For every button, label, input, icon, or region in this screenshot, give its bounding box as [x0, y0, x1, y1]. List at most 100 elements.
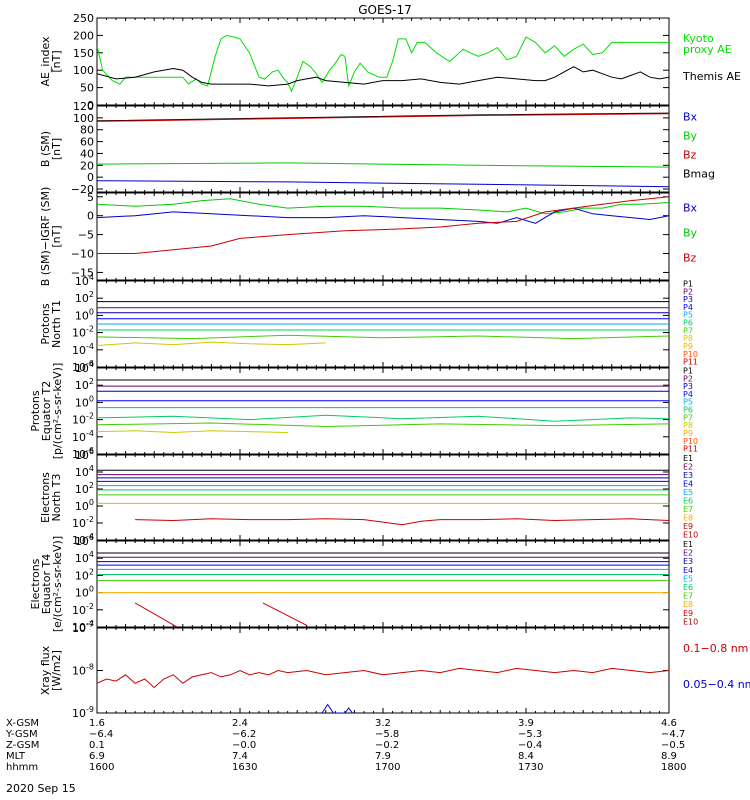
x-row-label: X-GSM [6, 718, 39, 729]
y-axis-title: [p/(cm²-s-sr-keV)] [51, 363, 64, 460]
legend-entry: E9 [683, 609, 693, 618]
legend-entry: P9 [683, 429, 693, 438]
series-p7 [97, 422, 669, 428]
x-row-label: hhmm [6, 762, 38, 773]
y-tick-label: 40 [80, 147, 94, 160]
x-tick-value: 3.9 [518, 718, 534, 729]
legend-entry: P10 [683, 350, 698, 359]
y-tick-label: 100 [75, 498, 94, 513]
x-tick-value: 1630 [232, 762, 257, 773]
legend-entry: E6 [683, 496, 693, 505]
legend-entry: P9 [683, 342, 693, 351]
legend-entry: P7 [683, 326, 693, 335]
series-0-05-0-4-nm [321, 703, 353, 713]
y-axis-title: [nT] [50, 225, 63, 247]
x-tick-value: −6.2 [232, 729, 256, 740]
series-bx [97, 180, 669, 188]
legend-entry: E8 [683, 600, 693, 609]
x-tick-value: 4.6 [661, 718, 677, 729]
legend-entry: E4 [683, 479, 693, 488]
x-tick-value: 0.1 [89, 740, 105, 751]
series-e9b [262, 602, 307, 626]
y-axis-title: AE_index [39, 36, 52, 87]
y-tick-label: 102 [75, 377, 94, 392]
y-tick-label: 200 [73, 29, 94, 42]
x-tick-value: 1730 [518, 762, 543, 773]
y-axis-title: Protons [29, 390, 42, 431]
legend-entry: E8 [683, 513, 693, 522]
legend-entry: E4 [683, 566, 693, 575]
x-tick-value: 1700 [375, 762, 400, 773]
y-tick-label: 100 [73, 64, 94, 77]
series-e9 [135, 518, 669, 526]
y-tick-label: 20 [80, 159, 94, 172]
legend-entry: P1 [683, 366, 693, 375]
y-tick-label: 80 [80, 124, 94, 137]
legend-entry: E2 [683, 462, 693, 471]
legend-entry: E7 [683, 592, 693, 601]
legend-entry: E3 [683, 557, 693, 566]
x-tick-value: 1.6 [89, 718, 105, 729]
y-tick-label: 0 [87, 210, 94, 223]
y-axis-title: B (SM) [39, 131, 52, 167]
x-tick-value: −5.3 [518, 729, 542, 740]
y-axis-title: [e/(cm²-s-sr-keV)] [51, 536, 64, 632]
panel-frame [96, 192, 670, 281]
legend-entry: P4 [683, 390, 693, 399]
y-axis-title: [W/m2] [50, 650, 63, 691]
legend-entry: 0.1−0.8 nm [683, 642, 748, 655]
legend-entry: Bz [683, 251, 697, 264]
panel-xray: 10-7 10-8 10-9 Xray flux[W/m2] 0.1−0.8 nm 0.0… [39, 620, 750, 720]
legend-entry: E6 [683, 583, 693, 592]
y-axis-title: Electrons [29, 558, 42, 609]
series-bx [97, 207, 669, 224]
series-bz [97, 196, 669, 254]
legend-entry: P10 [683, 437, 698, 446]
legend-entry: P2 [683, 287, 693, 296]
legend-entry: P4 [683, 303, 693, 312]
y-tick-label: 50 [80, 82, 94, 95]
series-bz [97, 113, 669, 122]
y-tick-label: 106 [75, 447, 94, 462]
panel-frame [96, 627, 670, 714]
legend-entry: E10 [683, 530, 698, 539]
y-tick-label: −10 [71, 248, 94, 261]
date-label: 2020 Sep 15 [6, 782, 76, 795]
y-tick-label: 10-2 [72, 602, 94, 617]
series-e9a [134, 602, 178, 627]
y-tick-label: 10-2 [72, 412, 94, 427]
series-kyoto-proxy-ae [97, 34, 669, 93]
legend-entry: P6 [683, 319, 693, 328]
y-tick-label: −15 [71, 266, 94, 279]
y-tick-label: 104 [75, 464, 94, 479]
y-tick-label: 10-8 [72, 663, 94, 678]
y-tick-label: 10-2 [72, 515, 94, 530]
legend-entry: P7 [683, 413, 693, 422]
y-axis-title: Equator T4 [40, 554, 53, 614]
x-tick-value: −0.4 [518, 740, 542, 751]
y-tick-label: 120 [73, 100, 94, 113]
y-tick-label: 5 [87, 191, 94, 204]
y-axis-title: B (SM)−IGRF (SM) [39, 187, 52, 287]
legend-entry: E1 [683, 540, 693, 549]
x-tick-value: 8.4 [518, 751, 534, 762]
x-row-label: MLT [6, 751, 26, 762]
legend-entry: By [683, 227, 698, 240]
y-tick-label: 10-4 [72, 532, 94, 547]
y-tick-label: 102 [75, 567, 94, 582]
series-by [97, 162, 669, 168]
y-axis-title: [nT] [50, 50, 63, 72]
y-tick-label: 100 [75, 394, 94, 409]
y-tick-label: 100 [73, 112, 94, 125]
x-tick-value: 3.2 [375, 718, 391, 729]
x-tick-value: −0.0 [232, 740, 256, 751]
legend-entry: Bx [683, 202, 698, 215]
y-tick-label: 100 [75, 307, 94, 322]
y-tick-label: 10-6 [72, 446, 94, 461]
x-tick-value: 2.4 [232, 718, 248, 729]
x-row-label: Y-GSM [5, 729, 38, 740]
legend-entry: Bx [683, 110, 698, 123]
